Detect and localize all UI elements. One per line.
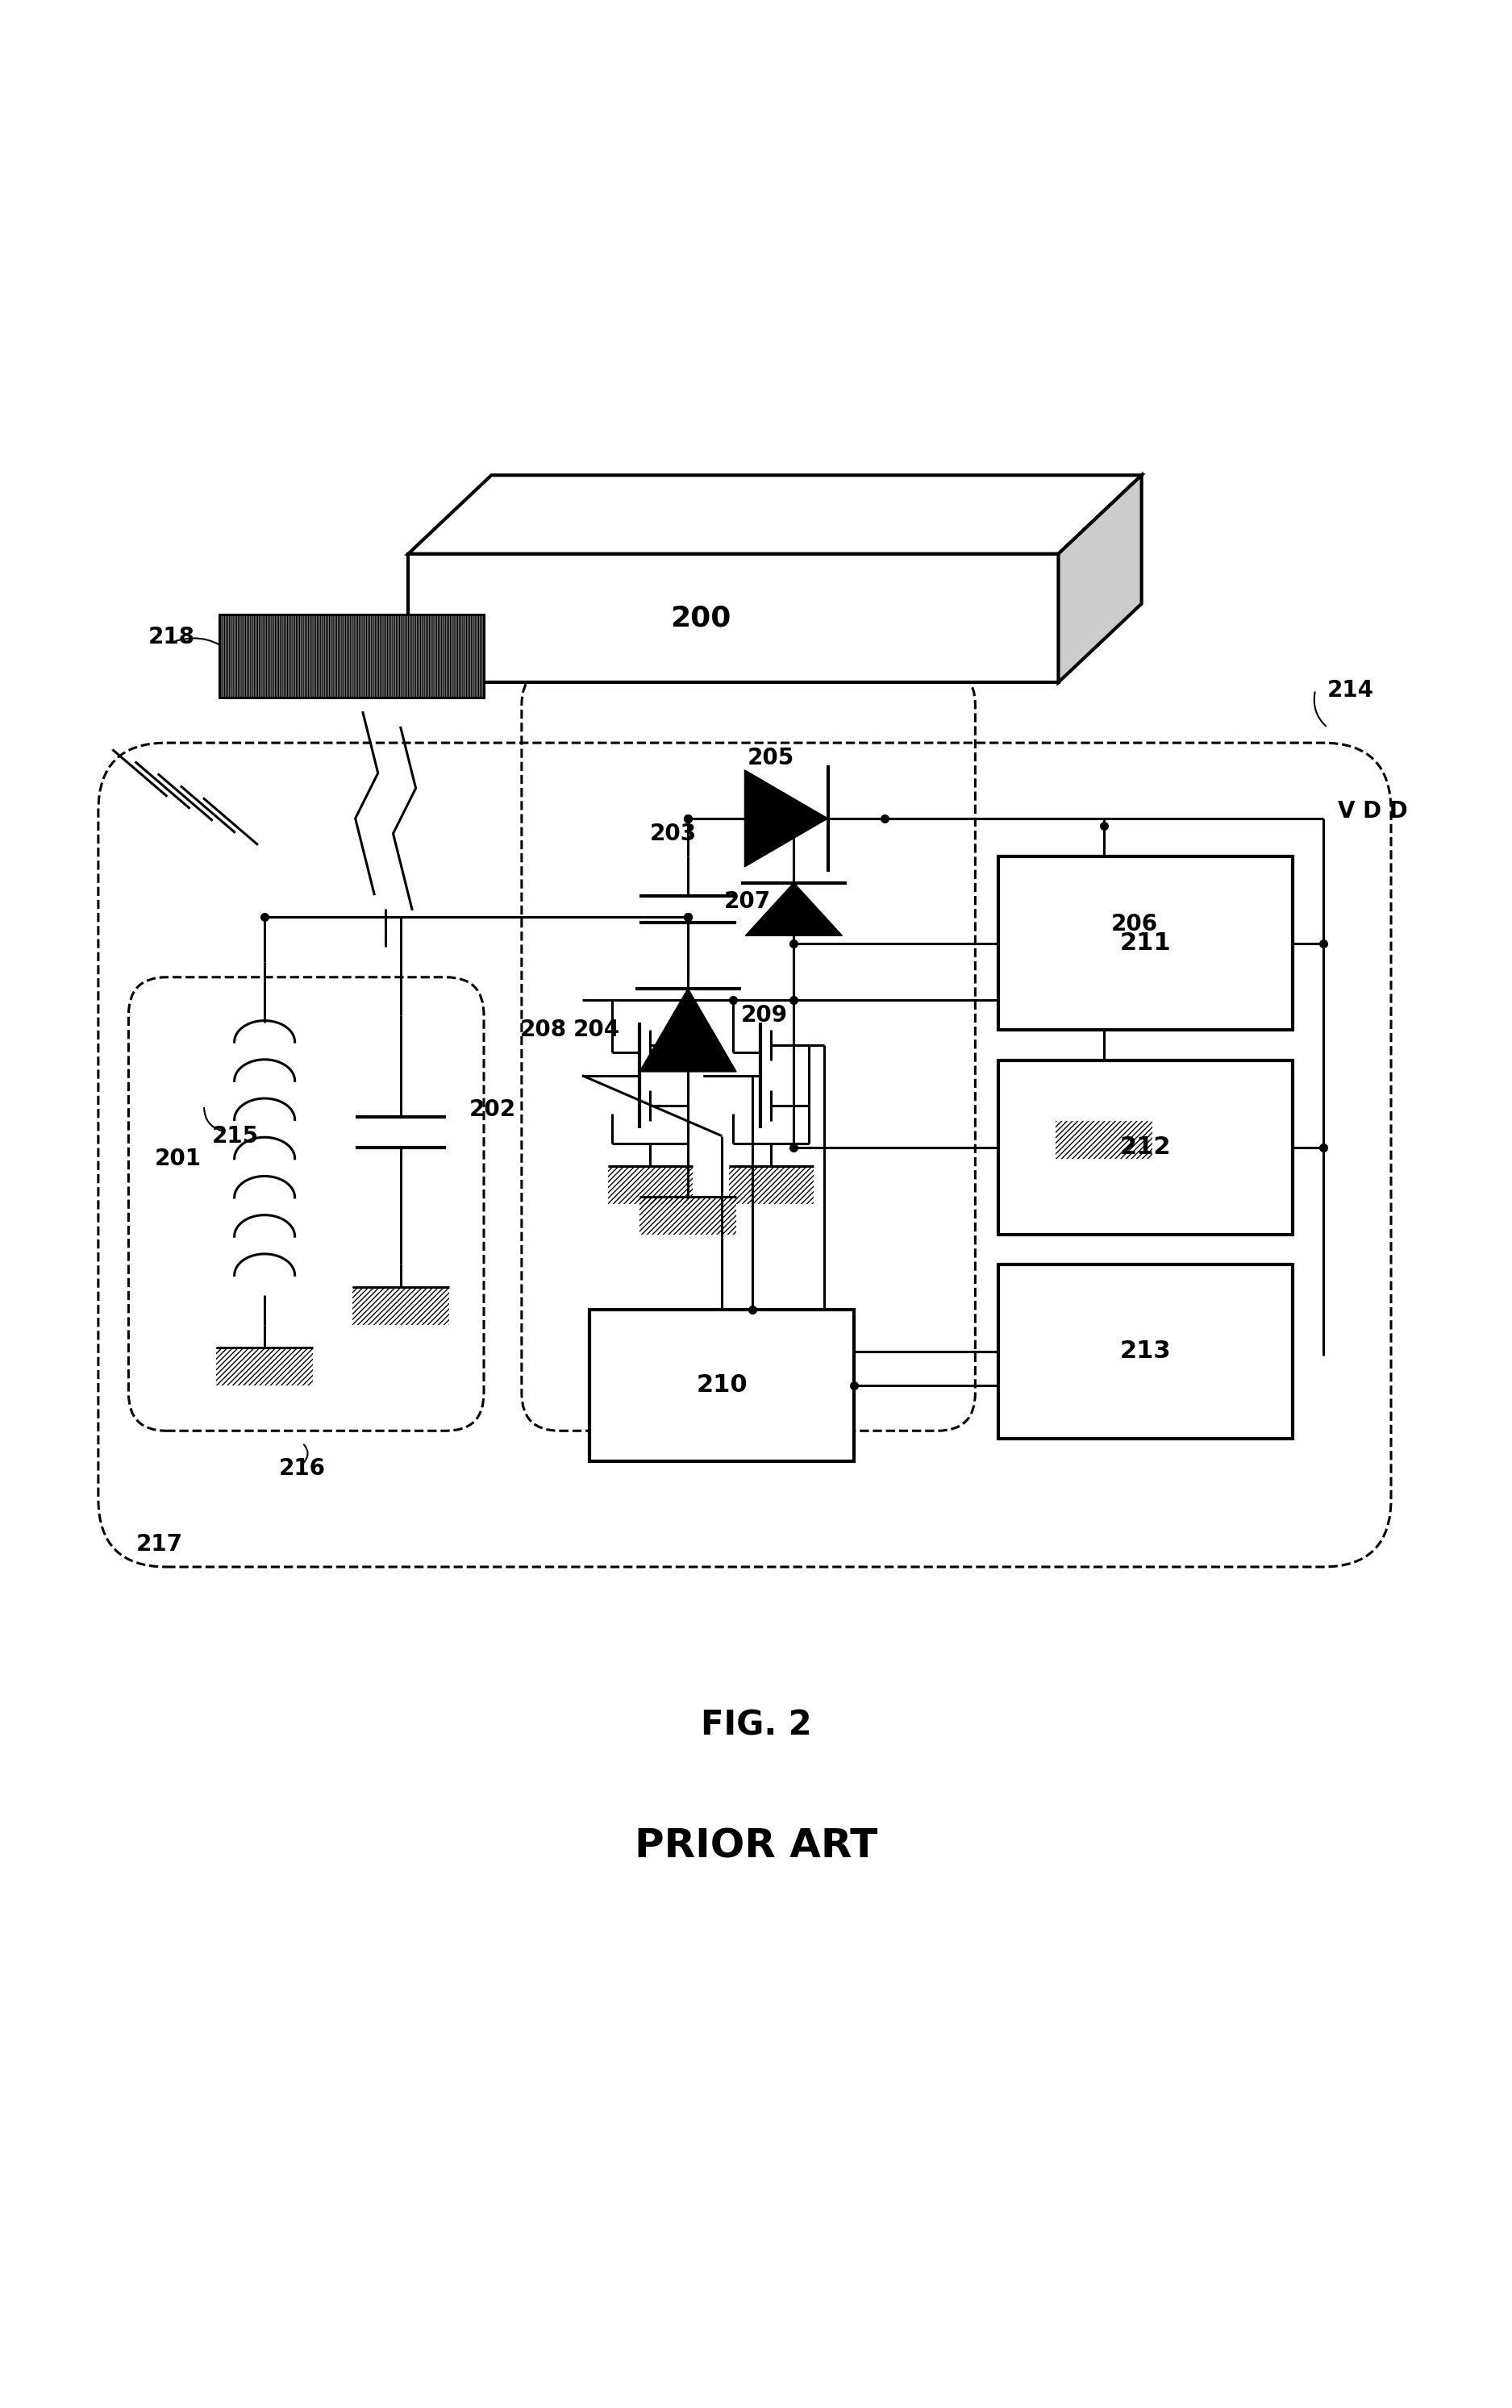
Bar (352, 1288, 449, 1324)
Bar (998, 1264, 1293, 1438)
Bar (608, 1165, 692, 1204)
Text: 209: 209 (741, 1004, 788, 1026)
Text: 211: 211 (1120, 932, 1170, 956)
Text: 215: 215 (212, 1125, 259, 1146)
Text: PRIOR ART: PRIOR ART (635, 1828, 877, 1866)
Text: 212: 212 (1120, 1137, 1170, 1158)
Text: 216: 216 (280, 1457, 325, 1481)
Bar (219, 614, 484, 698)
Bar (998, 1060, 1293, 1235)
Text: 202: 202 (469, 1098, 516, 1120)
Text: 201: 201 (154, 1146, 201, 1170)
Bar (998, 857, 1293, 1031)
Text: 218: 218 (148, 626, 195, 648)
Text: 217: 217 (136, 1534, 183, 1556)
Text: FIG. 2: FIG. 2 (700, 1710, 812, 1743)
Text: 210: 210 (697, 1373, 747, 1397)
Bar (219, 614, 484, 698)
Polygon shape (408, 474, 1142, 554)
Polygon shape (745, 884, 842, 937)
Text: 214: 214 (1328, 679, 1374, 701)
Text: 208: 208 (520, 1019, 567, 1040)
Text: 204: 204 (573, 1019, 620, 1040)
Text: 205: 205 (747, 746, 795, 768)
Text: 213: 213 (1120, 1339, 1170, 1363)
Bar (590, 1310, 854, 1462)
Text: 207: 207 (724, 891, 771, 913)
Polygon shape (745, 771, 829, 867)
Bar (1055, 1120, 1152, 1158)
Polygon shape (640, 990, 736, 1072)
Text: 200: 200 (670, 604, 732, 631)
Text: 206: 206 (1111, 913, 1158, 937)
Bar (408, 554, 1058, 681)
Bar (216, 1348, 313, 1385)
Bar (640, 1197, 736, 1235)
Text: V D D: V D D (1338, 799, 1408, 821)
Polygon shape (1058, 474, 1142, 681)
Bar (729, 1165, 813, 1204)
Text: 203: 203 (650, 821, 696, 845)
